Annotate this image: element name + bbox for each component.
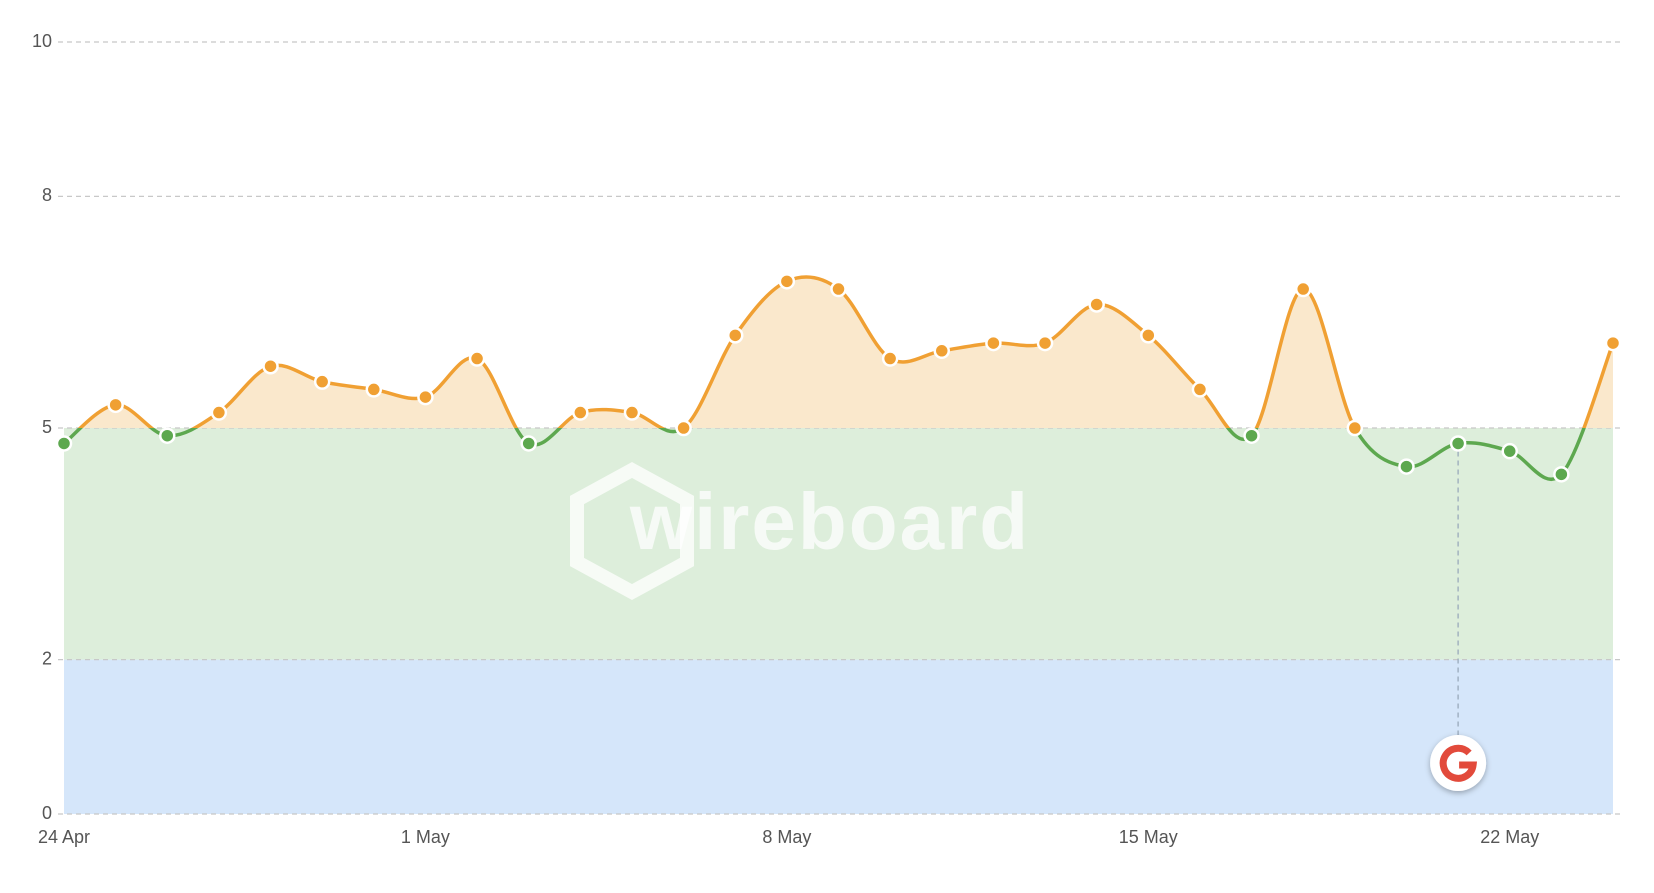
band (64, 428, 1613, 660)
point (985, 334, 1002, 352)
x-tick-label: 24 Apr (38, 827, 90, 847)
event-icon (1430, 735, 1487, 791)
point (933, 342, 951, 360)
point (313, 373, 331, 390)
point (1088, 296, 1105, 313)
point (365, 381, 383, 398)
point (417, 388, 434, 406)
point (520, 435, 537, 452)
point (159, 427, 176, 444)
watermark: wireboard (629, 477, 1030, 566)
point (623, 404, 641, 421)
point (262, 357, 279, 375)
point (726, 327, 744, 344)
x-tick-label: 22 May (1480, 827, 1539, 847)
point (1346, 419, 1364, 437)
point (881, 350, 899, 367)
point (1294, 280, 1312, 298)
point (1449, 435, 1467, 452)
y-tick-label: 0 (42, 803, 52, 823)
point (572, 404, 589, 421)
point (1036, 334, 1054, 352)
y-tick-label: 5 (42, 417, 52, 437)
point (1243, 427, 1260, 444)
watermark-logo (570, 462, 694, 600)
point (1140, 327, 1157, 344)
y-tick-label: 8 (42, 185, 52, 205)
point (778, 273, 796, 290)
point (1501, 442, 1518, 460)
point (210, 404, 228, 421)
y-tick-label: 10 (32, 31, 52, 51)
point (1604, 334, 1622, 352)
point (830, 280, 847, 298)
point (1398, 458, 1415, 475)
band (64, 659, 1613, 814)
point (55, 435, 73, 452)
point (107, 396, 124, 414)
point (1191, 381, 1209, 398)
google-logo (1439, 744, 1478, 782)
point (468, 350, 486, 367)
area-above (64, 276, 1613, 428)
y-tick-label: 2 (42, 648, 52, 668)
x-tick-label: 15 May (1119, 827, 1178, 847)
x-tick-label: 8 May (762, 827, 811, 847)
x-tick-label: 1 May (401, 827, 450, 847)
point (675, 419, 692, 437)
point (1553, 466, 1570, 483)
